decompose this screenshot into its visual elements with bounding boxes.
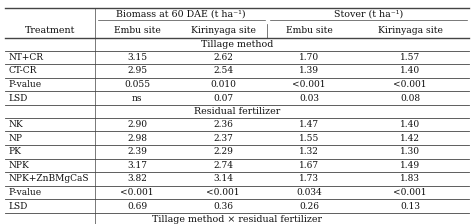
Text: CT-CR: CT-CR — [9, 67, 37, 75]
Text: NT+CR: NT+CR — [9, 53, 44, 62]
Text: 1.42: 1.42 — [400, 134, 420, 143]
Text: <0.001: <0.001 — [206, 188, 240, 197]
Text: NK: NK — [9, 120, 23, 129]
Text: 0.69: 0.69 — [127, 202, 147, 211]
Text: 0.26: 0.26 — [299, 202, 319, 211]
Text: Kirinyaga site: Kirinyaga site — [378, 26, 442, 35]
Text: NPK+ZnBMgCaS: NPK+ZnBMgCaS — [9, 174, 89, 183]
Text: NPK: NPK — [9, 161, 29, 170]
Text: Tillage method × residual fertilizer: Tillage method × residual fertilizer — [152, 215, 322, 224]
Text: 0.010: 0.010 — [210, 80, 236, 89]
Text: 0.36: 0.36 — [213, 202, 233, 211]
Text: 1.49: 1.49 — [400, 161, 420, 170]
Text: 1.30: 1.30 — [400, 147, 420, 156]
Text: 1.73: 1.73 — [299, 174, 319, 183]
Text: LSD: LSD — [9, 202, 28, 211]
Text: 2.98: 2.98 — [127, 134, 147, 143]
Text: LSD: LSD — [9, 94, 28, 103]
Text: 3.17: 3.17 — [127, 161, 147, 170]
Text: 3.82: 3.82 — [127, 174, 147, 183]
Text: Residual fertilizer: Residual fertilizer — [194, 107, 280, 116]
Text: PK: PK — [9, 147, 21, 156]
Text: 0.08: 0.08 — [400, 94, 420, 103]
Text: Treatment: Treatment — [25, 26, 75, 35]
Text: 3.15: 3.15 — [127, 53, 147, 62]
Text: 1.67: 1.67 — [299, 161, 319, 170]
Text: <0.001: <0.001 — [393, 188, 427, 197]
Text: 0.07: 0.07 — [213, 94, 233, 103]
Text: ns: ns — [132, 94, 142, 103]
Text: NP: NP — [9, 134, 22, 143]
Text: 2.74: 2.74 — [213, 161, 233, 170]
Text: 2.37: 2.37 — [213, 134, 233, 143]
Text: 1.47: 1.47 — [299, 120, 319, 129]
Text: 1.40: 1.40 — [400, 67, 420, 75]
Text: 1.70: 1.70 — [299, 53, 319, 62]
Text: 1.40: 1.40 — [400, 120, 420, 129]
Text: 2.54: 2.54 — [213, 67, 233, 75]
Text: 2.90: 2.90 — [127, 120, 147, 129]
Text: 1.32: 1.32 — [299, 147, 319, 156]
Text: <0.001: <0.001 — [393, 80, 427, 89]
Text: 2.95: 2.95 — [127, 67, 147, 75]
Text: Tillage method: Tillage method — [201, 40, 273, 49]
Text: 0.13: 0.13 — [400, 202, 420, 211]
Text: 2.29: 2.29 — [213, 147, 233, 156]
Text: Embu site: Embu site — [286, 26, 332, 35]
Text: 0.055: 0.055 — [124, 80, 150, 89]
Text: 2.39: 2.39 — [127, 147, 147, 156]
Text: Embu site: Embu site — [114, 26, 161, 35]
Text: Stover (t ha⁻¹): Stover (t ha⁻¹) — [334, 10, 403, 19]
Text: <0.001: <0.001 — [120, 188, 154, 197]
Text: 0.03: 0.03 — [299, 94, 319, 103]
Text: <0.001: <0.001 — [292, 80, 326, 89]
Text: 2.36: 2.36 — [213, 120, 233, 129]
Text: 1.55: 1.55 — [299, 134, 319, 143]
Text: P-value: P-value — [9, 80, 42, 89]
Text: P-value: P-value — [9, 188, 42, 197]
Text: 3.14: 3.14 — [213, 174, 233, 183]
Text: Biomass at 60 DAE (t ha⁻¹): Biomass at 60 DAE (t ha⁻¹) — [117, 10, 246, 19]
Text: 1.39: 1.39 — [299, 67, 319, 75]
Text: 1.83: 1.83 — [400, 174, 420, 183]
Text: Kirinyaga site: Kirinyaga site — [191, 26, 255, 35]
Text: 0.034: 0.034 — [296, 188, 322, 197]
Text: 1.57: 1.57 — [400, 53, 420, 62]
Text: 2.62: 2.62 — [213, 53, 233, 62]
